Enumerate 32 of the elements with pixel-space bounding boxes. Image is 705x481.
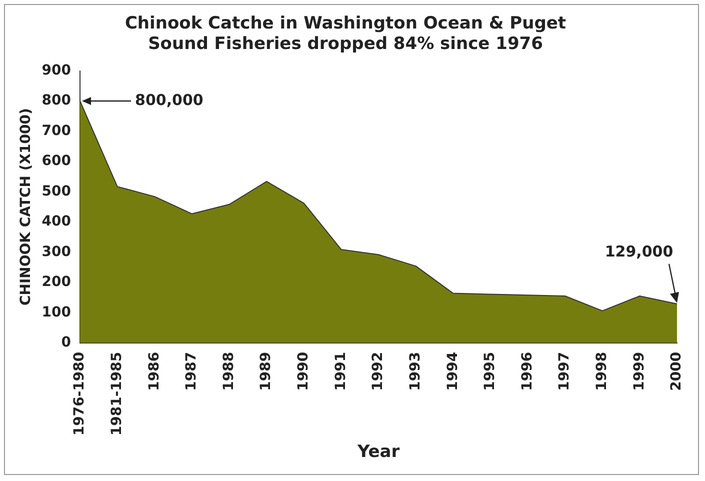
y-tick-label: 800 — [42, 92, 72, 109]
x-tick-label: 1992 — [370, 352, 386, 391]
x-tick-label: 1994 — [444, 352, 461, 391]
y-tick-label: 900 — [42, 62, 72, 78]
y-tick-label: 100 — [42, 304, 72, 320]
y-tick-label: 500 — [42, 183, 72, 200]
x-tick-label: 1999 — [631, 352, 648, 391]
y-tick-label: 200 — [42, 274, 72, 290]
x-tick-label: 1991 — [332, 352, 349, 391]
x-tick-label: 1988 — [220, 352, 237, 391]
y-tick-label: 400 — [42, 214, 72, 230]
x-tick-label: 1990 — [296, 352, 312, 391]
x-tick-label: 1976-1980 — [72, 352, 88, 436]
x-axis-title: Year — [356, 442, 400, 462]
x-tick-label: 1981-1985 — [108, 352, 125, 436]
annotation: 129,000 — [604, 242, 674, 260]
x-tick-label: 1989 — [258, 352, 274, 391]
x-tick-label: 1998 — [594, 352, 610, 391]
chart-title: Chinook Catche in Washington Ocean & Puget Sound Fisheries dropped 84% since 1976 — [124, 14, 566, 54]
x-tick-label: 1993 — [407, 352, 424, 391]
annotation: 800,000 — [135, 90, 204, 109]
x-tick-label: 1995 — [482, 352, 498, 391]
x-tick-label: 1987 — [184, 352, 200, 391]
x-tick-label: 1996 — [519, 352, 536, 391]
y-axis-title: CHINOOK CATCH (X1000) — [18, 108, 34, 306]
x-tick-label: 1986 — [146, 352, 162, 391]
x-tick-label: 1997 — [556, 352, 573, 391]
y-tick-label: 600 — [42, 153, 72, 170]
y-tick-label: 0 — [61, 334, 72, 350]
x-tick-label: 2000 — [668, 352, 685, 391]
y-tick-label: 300 — [42, 244, 72, 260]
y-tick-label: 700 — [42, 122, 72, 139]
